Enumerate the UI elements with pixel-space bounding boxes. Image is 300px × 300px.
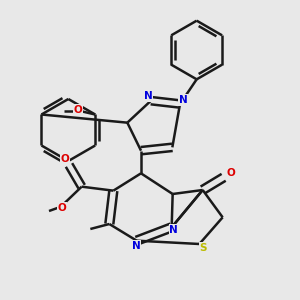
Text: N: N	[169, 225, 178, 235]
Text: O: O	[57, 203, 66, 213]
Text: O: O	[74, 105, 82, 115]
Text: N: N	[132, 241, 140, 251]
Text: N: N	[144, 91, 153, 101]
Text: O: O	[61, 154, 69, 164]
Text: N: N	[179, 95, 188, 105]
Text: O: O	[226, 168, 236, 178]
Text: S: S	[200, 243, 207, 253]
